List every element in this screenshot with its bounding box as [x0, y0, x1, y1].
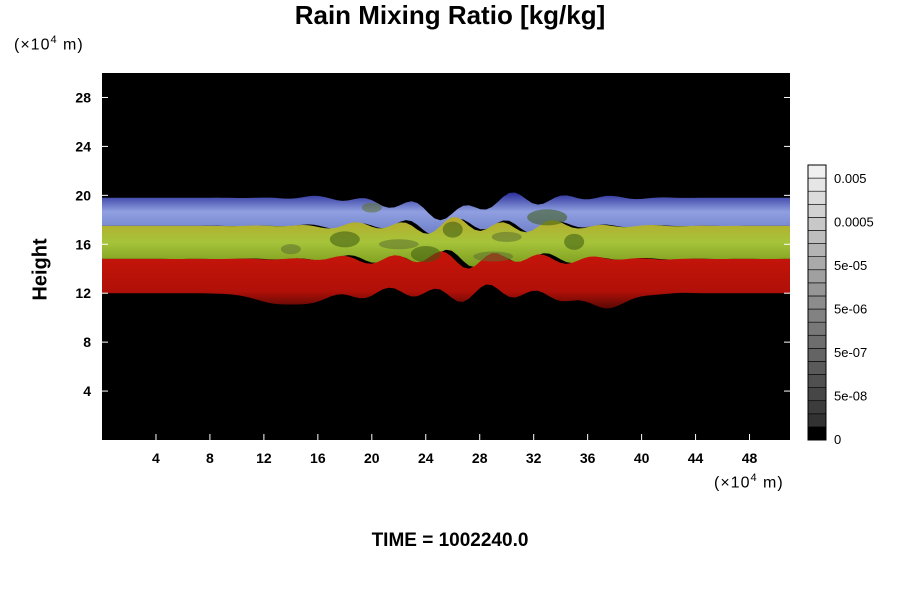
band-red — [102, 251, 790, 309]
colorbar-segment — [807, 308, 827, 323]
y-tick-label: 4 — [83, 383, 91, 399]
turbulence-blob — [442, 221, 463, 238]
time-label: TIME = 1002240.0 — [371, 530, 529, 551]
colorbar-segment — [807, 164, 827, 179]
turbulence-blob — [329, 231, 360, 248]
colorbar-label: 0 — [834, 432, 841, 447]
x-tick-label: 4 — [152, 450, 160, 466]
colorbar-label: 5e-06 — [834, 302, 867, 317]
y-tick-label: 20 — [75, 187, 91, 203]
band-green — [102, 217, 790, 268]
x-tick-label: 40 — [634, 450, 650, 466]
colorbar-segment — [807, 230, 827, 244]
colorbar-segment — [807, 295, 827, 310]
colorbar-frame — [807, 164, 827, 441]
turbulence-blob — [527, 209, 568, 226]
x-tick-label: 12 — [256, 450, 272, 466]
band-blue — [102, 192, 790, 235]
colorbar-segment — [807, 269, 827, 284]
colorbar-segment — [807, 334, 827, 349]
chart-title: Rain Mixing Ratio [kg/kg] — [294, 0, 606, 30]
colorbar-label: 5e-07 — [834, 345, 867, 360]
x-tick-label: 20 — [364, 450, 380, 466]
colorbar-segment — [807, 413, 827, 428]
y-tick-label: 8 — [83, 334, 91, 350]
colorbar-label: 0.005 — [834, 171, 867, 186]
turbulence-blob — [410, 246, 441, 263]
y-tick-label: 28 — [75, 89, 91, 105]
colorbar-segment — [807, 243, 827, 257]
colorbar-label: 0.0005 — [834, 215, 874, 230]
colorbar-segment — [807, 426, 827, 441]
y-tick-label: 24 — [75, 138, 91, 154]
colorbar-segment — [807, 190, 827, 205]
turbulence-blob — [564, 233, 585, 250]
turbulence-blob — [378, 239, 419, 250]
turbulence-blob — [491, 231, 522, 242]
colorbar-segment — [807, 217, 827, 231]
turbulence-blob — [280, 244, 301, 255]
colorbar-segment — [807, 282, 827, 297]
x-tick-label: 48 — [742, 450, 758, 466]
x-tick-label: 24 — [418, 450, 434, 466]
turbulence-blob — [361, 202, 382, 213]
x-tick-label: 8 — [206, 450, 214, 466]
colorbar-segment — [807, 203, 827, 218]
y-tick-label: 12 — [75, 285, 91, 301]
colorbar-segment — [807, 348, 827, 362]
x-tick-label: 28 — [472, 450, 488, 466]
colorbar-segment — [807, 256, 827, 271]
y-axis-unit: (×104 m) — [14, 34, 84, 54]
colorbar-label: 5e-05 — [834, 258, 867, 273]
colorbar-segment — [807, 387, 827, 402]
x-tick-label: 16 — [310, 450, 326, 466]
turbulence-blob — [473, 251, 514, 262]
colorbar-segment — [807, 177, 827, 192]
x-tick-label: 32 — [526, 450, 542, 466]
colorbar-label: 5e-08 — [834, 389, 867, 404]
y-tick-label: 16 — [75, 236, 91, 252]
x-tick-label: 44 — [688, 450, 704, 466]
colorbar-segment — [807, 374, 827, 388]
colorbar-segment — [807, 361, 827, 375]
x-tick-label: 36 — [580, 450, 596, 466]
colorbar-segment — [807, 400, 827, 415]
x-axis-unit: (×104 m) — [714, 472, 784, 492]
colorbar-segment — [807, 321, 827, 336]
